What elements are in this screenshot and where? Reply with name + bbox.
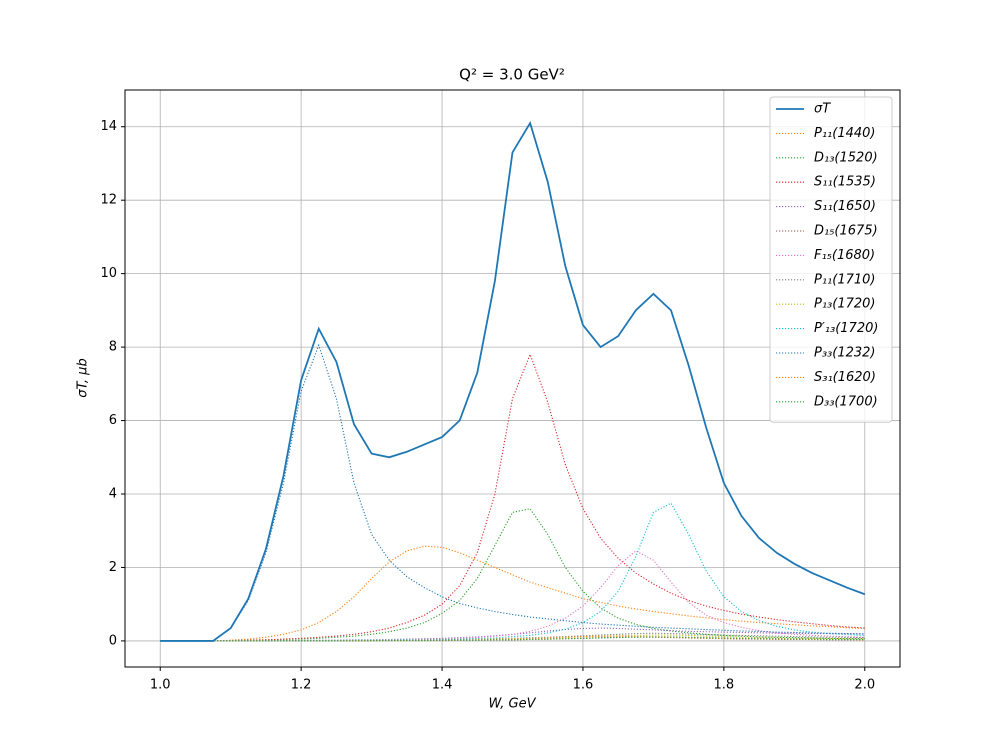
y-tick-label: 8	[109, 340, 117, 355]
legend-label: D₁₅(1675)	[814, 224, 878, 239]
legend-label: D₃₃(1700)	[814, 394, 878, 409]
x-tick-label: 1.4	[432, 678, 453, 693]
legend: σT P₁₁(1440) D₁₃(1520) S₁₁(1535) S₁₁(1650) D₁…	[769, 96, 893, 423]
legend-label: S₁₁(1650)	[814, 199, 876, 214]
legend-label: P′₁₃(1720)	[814, 321, 878, 336]
series-line	[160, 120, 866, 642]
series-line	[160, 352, 865, 642]
y-tick-label: 14	[100, 119, 117, 134]
legend-label: F₁₅(1680)	[814, 248, 875, 263]
legend-label: P₁₁(1710)	[814, 272, 876, 287]
series-line	[160, 550, 865, 642]
legend-label: P₃₃(1232)	[814, 346, 876, 361]
y-tick-label: 0	[109, 633, 117, 648]
x-tick-label: 1.0	[150, 678, 171, 693]
y-axis-label: σT, μb	[76, 358, 91, 397]
y-tick-label: 10	[100, 266, 117, 281]
legend-label: D₁₃(1520)	[814, 150, 878, 165]
x-tick-label: 2.0	[854, 678, 875, 693]
y-tick-label: 4	[109, 487, 117, 502]
series-line	[160, 502, 865, 642]
y-tick-label: 2	[109, 560, 117, 575]
chart-title: Q² = 3.0 GeV²	[459, 66, 565, 84]
series-line	[160, 636, 865, 642]
legend-label: S₁₁(1535)	[814, 175, 876, 190]
x-axis-label: W, GeV	[488, 697, 536, 712]
legend-label: σT	[814, 102, 831, 117]
legend-label: S₃₁(1620)	[814, 370, 876, 385]
y-tick-label: 6	[109, 413, 117, 428]
x-tick-label: 1.6	[573, 678, 594, 693]
series-line	[160, 343, 865, 642]
series-line	[160, 545, 865, 642]
legend-label: P₁₃(1720)	[814, 297, 876, 312]
y-tick-label: 12	[100, 193, 117, 208]
legend-label: P₁₁(1440)	[814, 126, 876, 141]
x-tick-label: 1.8	[714, 678, 735, 693]
series-line	[160, 627, 865, 642]
plot-frame	[124, 89, 901, 668]
x-tick-label: 1.2	[291, 678, 312, 693]
legend-box	[769, 96, 893, 423]
